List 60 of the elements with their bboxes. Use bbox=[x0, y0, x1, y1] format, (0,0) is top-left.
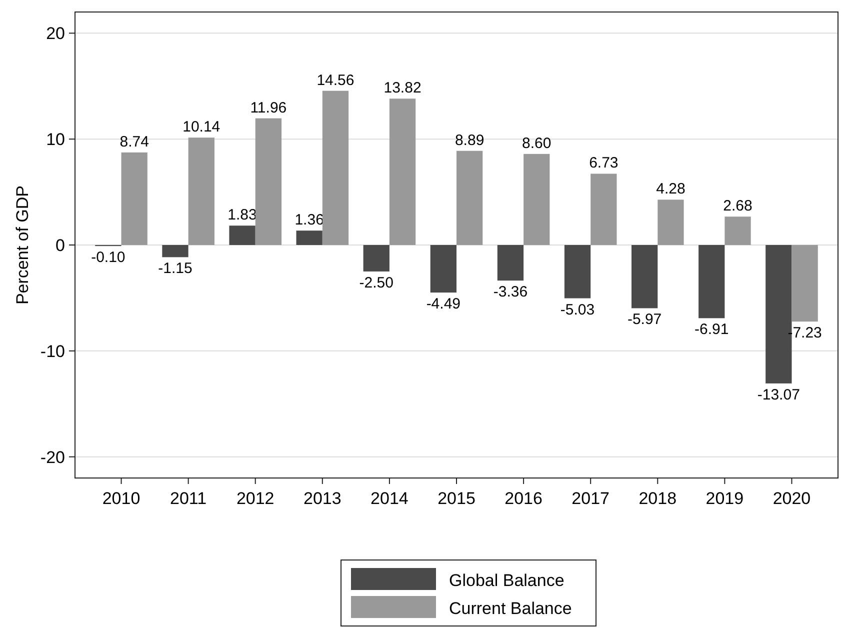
bar bbox=[389, 98, 416, 245]
y-tick-label: 20 bbox=[46, 24, 65, 44]
data-label: 13.82 bbox=[384, 80, 422, 97]
data-label: -13.07 bbox=[757, 386, 800, 404]
bar bbox=[631, 245, 658, 308]
data-label: 4.28 bbox=[656, 180, 686, 198]
data-label: -4.49 bbox=[426, 296, 461, 313]
y-tick-label: 10 bbox=[46, 130, 65, 150]
bar bbox=[255, 118, 282, 245]
y-tick-label: -10 bbox=[40, 342, 65, 361]
data-label: 1.36 bbox=[294, 212, 324, 229]
x-tick-label: 2011 bbox=[170, 489, 207, 508]
x-tick-label: 2019 bbox=[706, 489, 744, 508]
y-tick-label: 0 bbox=[56, 236, 65, 255]
data-label: 14.56 bbox=[316, 72, 354, 89]
data-label: -5.97 bbox=[627, 311, 662, 328]
data-label: 6.73 bbox=[589, 154, 618, 172]
bar bbox=[430, 245, 456, 293]
data-label: 2.68 bbox=[723, 198, 752, 215]
data-label: 1.83 bbox=[228, 206, 257, 224]
bar bbox=[497, 245, 524, 281]
bar bbox=[792, 245, 818, 322]
data-label: 10.14 bbox=[182, 118, 220, 136]
bar bbox=[162, 245, 188, 258]
bar bbox=[456, 150, 483, 245]
x-tick-label: 2018 bbox=[638, 489, 677, 508]
bar bbox=[229, 226, 256, 245]
data-label: -2.50 bbox=[359, 274, 394, 292]
x-tick-label: 2013 bbox=[303, 489, 342, 508]
data-label: 11.96 bbox=[250, 99, 287, 116]
bar bbox=[188, 138, 214, 245]
data-label: 8.74 bbox=[120, 133, 149, 150]
bar bbox=[524, 154, 550, 245]
x-tick-label: 2015 bbox=[438, 489, 476, 508]
x-tick-label: 2010 bbox=[102, 489, 140, 508]
bar bbox=[121, 152, 148, 245]
data-label: -1.15 bbox=[158, 260, 192, 278]
bar bbox=[322, 90, 349, 245]
x-tick-label: 2020 bbox=[772, 489, 811, 508]
bar bbox=[363, 245, 390, 272]
bar bbox=[296, 230, 322, 245]
y-tick-label: -20 bbox=[40, 448, 65, 467]
x-tick-label: 2017 bbox=[572, 489, 610, 508]
data-label: 8.89 bbox=[454, 132, 484, 149]
bar bbox=[590, 174, 617, 245]
data-label: -6.91 bbox=[694, 321, 729, 338]
x-tick-label: 2016 bbox=[504, 489, 542, 508]
legend-label: Current Balance bbox=[449, 599, 572, 618]
bar bbox=[564, 245, 591, 298]
data-label: 8.60 bbox=[522, 134, 552, 152]
bar bbox=[724, 216, 751, 245]
x-tick-label: 2014 bbox=[370, 489, 408, 508]
data-label: -3.36 bbox=[493, 284, 528, 301]
bar bbox=[658, 200, 684, 245]
y-axis-title: Percent of GDP bbox=[13, 185, 32, 305]
bar bbox=[698, 245, 725, 318]
x-tick-label: 2012 bbox=[236, 489, 274, 508]
legend-label: Global Balance bbox=[449, 571, 564, 590]
data-label: -0.10 bbox=[91, 249, 126, 266]
data-label: -5.03 bbox=[560, 301, 595, 318]
